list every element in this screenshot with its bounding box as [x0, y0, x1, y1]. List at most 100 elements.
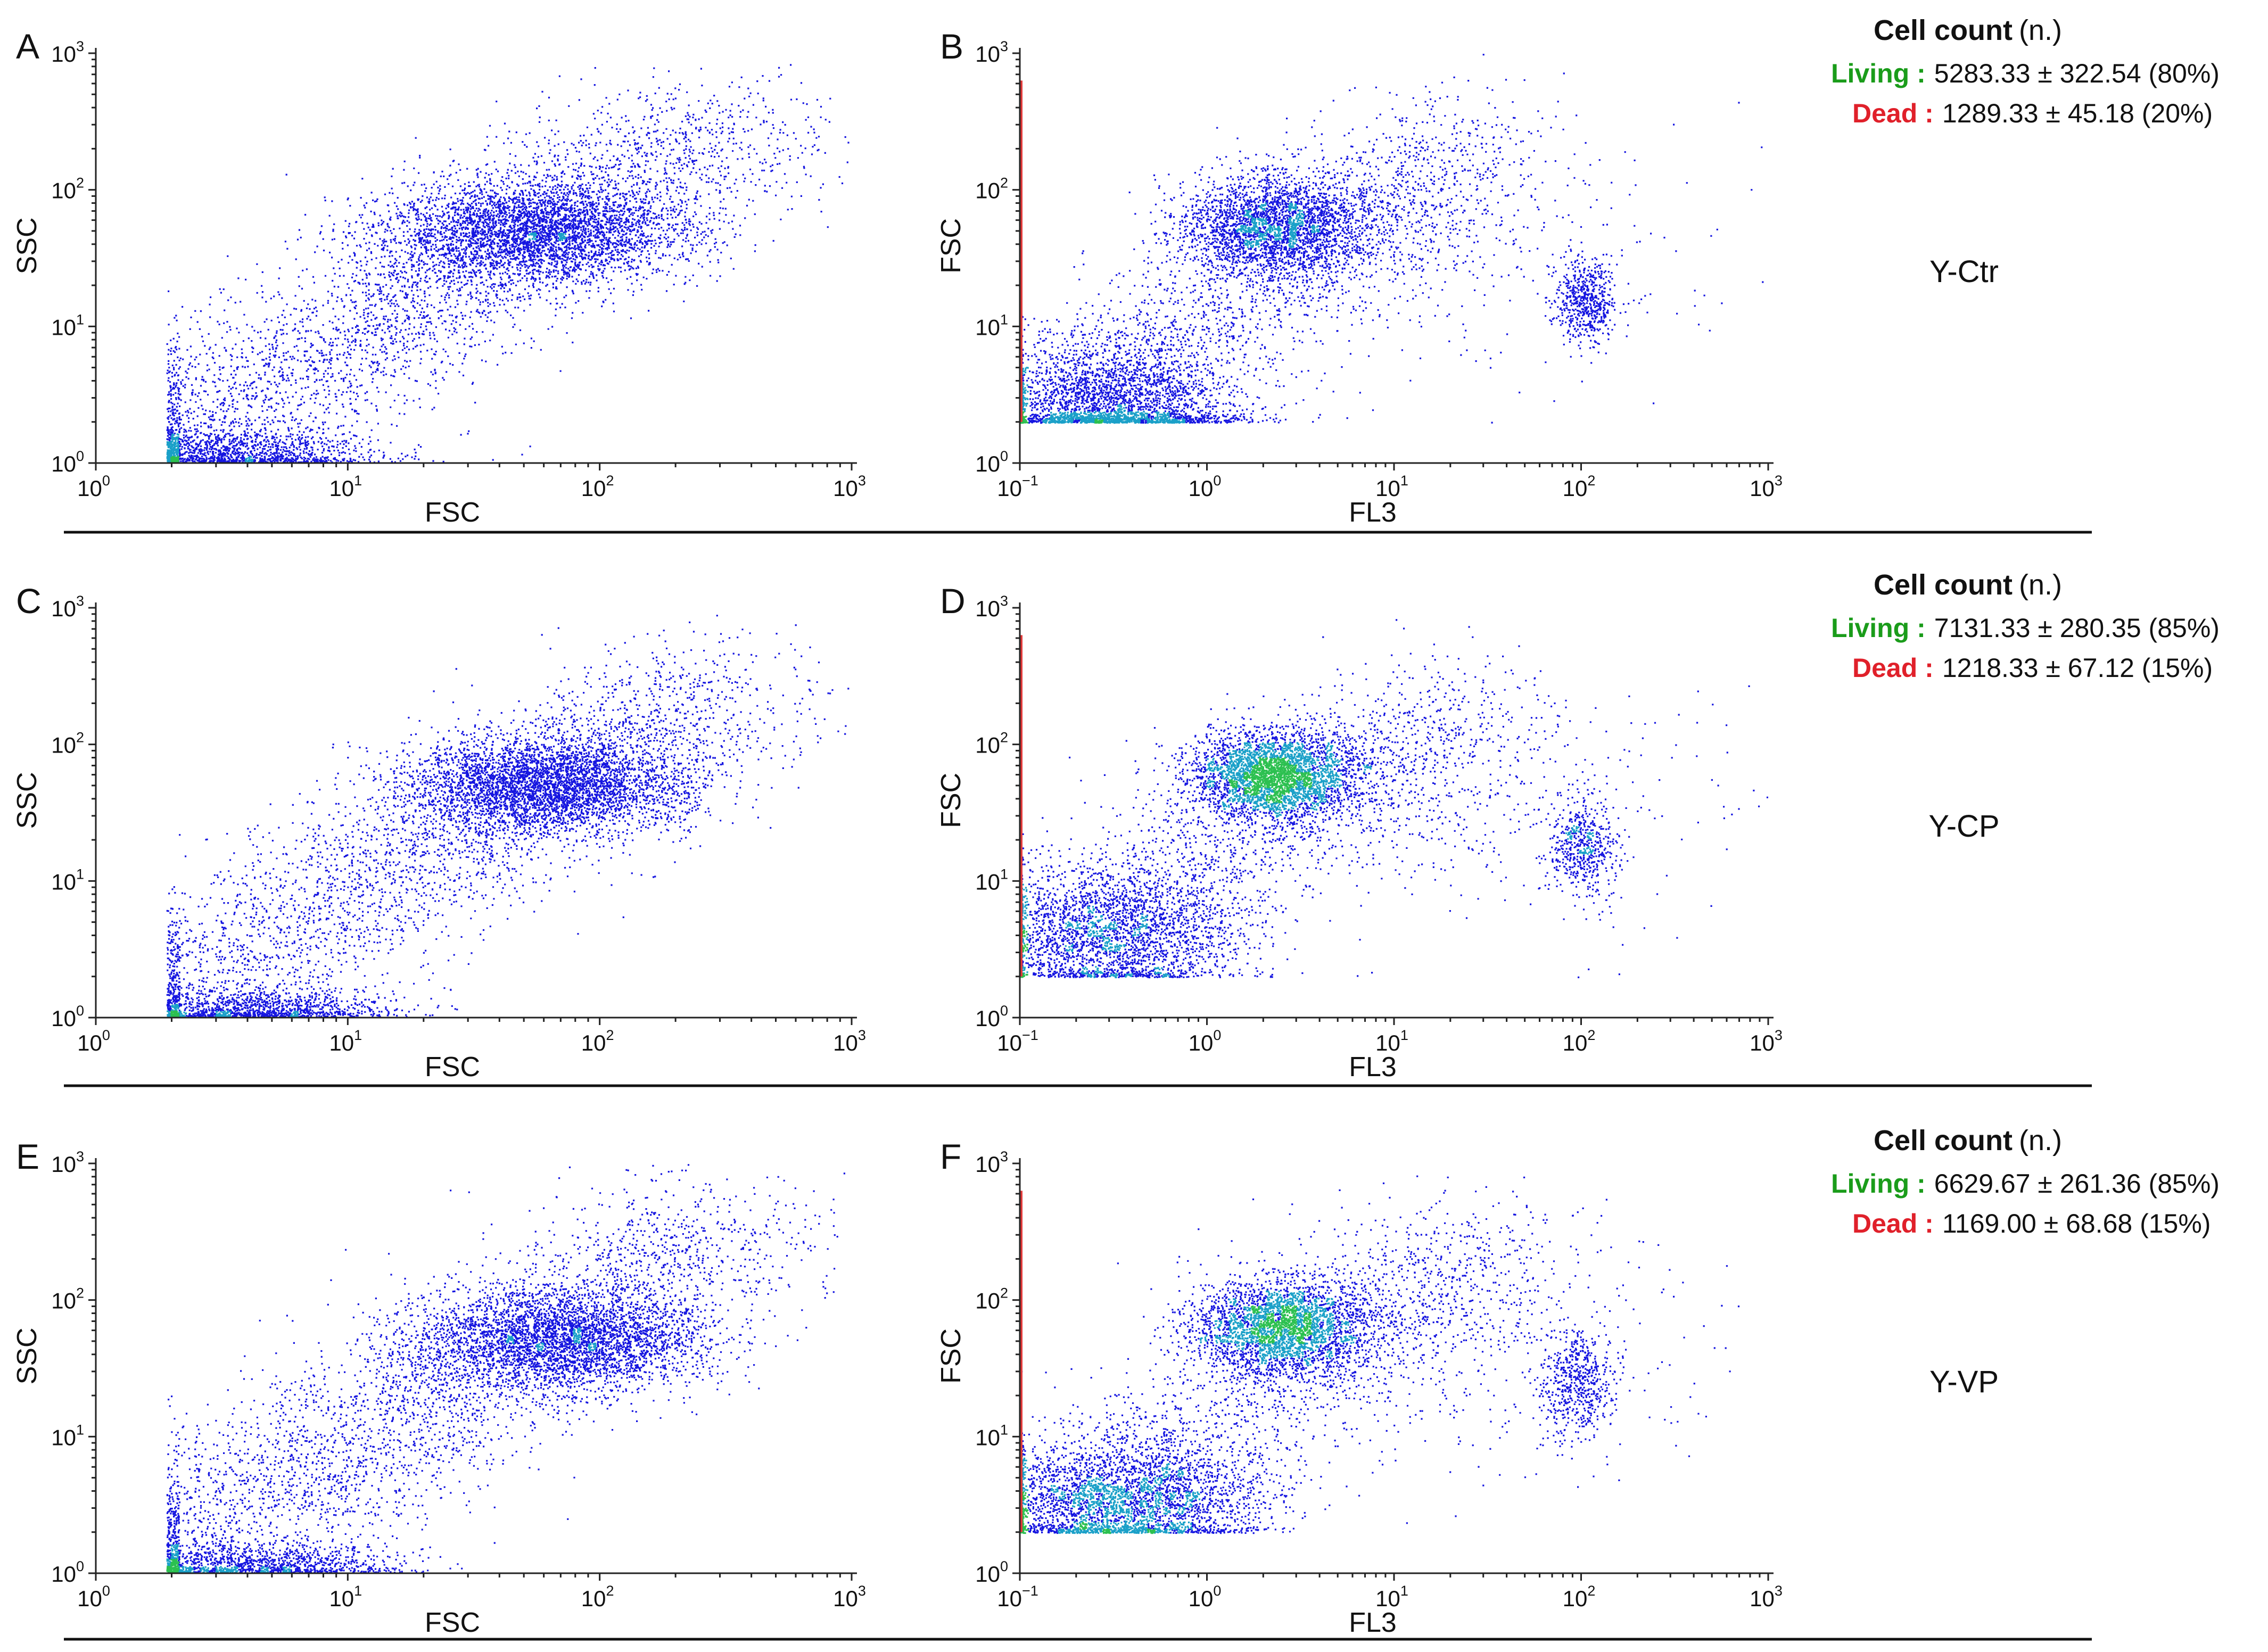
y-tick-label: 100	[975, 1003, 1008, 1031]
events-high-density	[1020, 411, 1104, 424]
x-tick-label: 103	[1750, 473, 1783, 501]
x-tick-label: 102	[581, 1583, 614, 1611]
x-tick-label: 103	[833, 473, 866, 501]
living-count-line: Living :7131.33 ± 280.35 (85%)	[1831, 613, 2220, 643]
panel-letter: E	[16, 1137, 39, 1176]
x-tick-label: 101	[329, 1583, 362, 1611]
y-tick-label: 103	[51, 1149, 84, 1177]
y-axis-title: FSC	[936, 218, 967, 274]
events-low-density	[1020, 619, 1768, 979]
events-low-density	[166, 1164, 845, 1573]
x-tick-label: 101	[1375, 1027, 1408, 1055]
y-tick-label: 101	[975, 311, 1008, 340]
y-tick-label: 100	[51, 1003, 84, 1031]
y-tick-label: 102	[975, 175, 1008, 203]
dead-count-line: Dead :1169.00 ± 68.68 (15%)	[1852, 1209, 2211, 1238]
x-tick-label: 102	[1563, 1027, 1596, 1055]
y-tick-label: 101	[51, 866, 84, 894]
plot-panel-E: 100 101 102 103 100 101 102 103 FSC SSC E	[12, 1137, 866, 1638]
x-axis-title: FL3	[1349, 1607, 1397, 1638]
cell-count-heading: Cell count (n.)	[1874, 569, 2062, 601]
x-tick-label: 103	[833, 1583, 866, 1611]
events-low-density	[1020, 54, 1764, 424]
x-tick-label: 100	[77, 473, 110, 501]
cell-count-heading: Cell count (n.)	[1874, 14, 2062, 46]
x-axis-title: FL3	[1349, 497, 1397, 528]
cell-count-heading: Cell count (n.)	[1874, 1125, 2062, 1157]
x-tick-label: 100	[1189, 1027, 1222, 1055]
y-tick-label: 101	[975, 1422, 1008, 1450]
event-dots	[166, 1164, 845, 1573]
y-axis-title: FSC	[936, 1328, 967, 1384]
y-tick-label: 100	[51, 448, 84, 476]
y-axis-title: SSC	[12, 1327, 43, 1384]
events-low-density	[166, 64, 850, 463]
events-high-density	[170, 1010, 180, 1018]
event-dots	[1020, 1175, 1740, 1534]
event-dots	[1020, 54, 1764, 424]
cell-count-block: Cell count (n.) Living :5283.33 ± 322.54 (…	[1831, 14, 2220, 128]
x-tick-label: 101	[1375, 473, 1408, 501]
y-tick-label: 100	[975, 1558, 1008, 1587]
y-tick-label: 101	[975, 866, 1008, 894]
y-tick-label: 102	[975, 730, 1008, 758]
y-axis-title: SSC	[12, 217, 43, 274]
x-tick-label: 103	[1750, 1583, 1783, 1611]
y-axis-title: SSC	[12, 772, 43, 829]
plot-panel-A: 100 101 102 103 100 101 102 103 FSC SSC A	[12, 27, 866, 528]
y-tick-label: 103	[975, 593, 1008, 621]
x-tick-label: 100	[77, 1583, 110, 1611]
panel-letter: C	[16, 581, 42, 621]
panel-letter: F	[940, 1137, 961, 1176]
x-axis-title: FSC	[425, 1052, 480, 1083]
x-tick-label: 102	[1563, 473, 1596, 501]
y-tick-label: 103	[51, 38, 84, 67]
events-mid-density	[166, 232, 567, 463]
y-tick-label: 101	[51, 311, 84, 340]
x-axis-title: FSC	[425, 1607, 480, 1638]
y-tick-label: 102	[975, 1285, 1008, 1314]
y-tick-label: 102	[51, 175, 84, 203]
y-tick-label: 100	[975, 448, 1008, 476]
x-tick-label: 102	[1563, 1583, 1596, 1611]
x-tick-label: 10−1	[997, 1027, 1038, 1055]
x-tick-label: 101	[1375, 1583, 1408, 1611]
plot-panel-C: 100 101 102 103 100 101 102 103 FSC SSC C	[12, 581, 866, 1083]
events-high-density	[166, 1558, 179, 1573]
cell-count-block: Cell count (n.) Living :7131.33 ± 280.35 (…	[1831, 569, 2220, 683]
x-tick-label: 102	[581, 473, 614, 501]
y-axis-title: FSC	[936, 773, 967, 828]
x-tick-label: 103	[1750, 1027, 1783, 1055]
x-tick-label: 103	[833, 1027, 866, 1055]
y-tick-label: 103	[51, 593, 84, 621]
panel-letter: A	[16, 27, 39, 66]
x-axis-title: FSC	[425, 497, 480, 528]
cell-count-block: Cell count (n.) Living :6629.67 ± 261.36 (…	[1831, 1125, 2220, 1238]
living-count-line: Living :5283.33 ± 322.54 (80%)	[1831, 59, 2220, 88]
x-tick-label: 10−1	[997, 473, 1038, 501]
panel-letter: D	[940, 581, 966, 621]
x-tick-label: 100	[77, 1027, 110, 1055]
dead-count-line: Dead :1289.33 ± 45.18 (20%)	[1852, 98, 2213, 128]
events-high-density	[170, 456, 180, 463]
x-axis-title: FL3	[1349, 1052, 1397, 1083]
x-tick-label: 10−1	[997, 1583, 1038, 1611]
event-dots	[166, 615, 850, 1018]
x-tick-label: 102	[581, 1027, 614, 1055]
events-high-density	[1020, 1305, 1312, 1534]
x-tick-label: 100	[1189, 1583, 1222, 1611]
sample-label: Y-Ctr	[1929, 254, 1999, 289]
sample-label: Y-VP	[1929, 1365, 1999, 1399]
y-tick-label: 103	[975, 38, 1008, 67]
x-tick-label: 101	[329, 1027, 362, 1055]
events-mid-density	[1020, 1290, 1357, 1534]
dead-count-line: Dead :1218.33 ± 67.12 (15%)	[1852, 653, 2213, 683]
y-tick-label: 101	[51, 1422, 84, 1450]
events-low-density	[166, 615, 850, 1018]
events-mid-density	[167, 1004, 299, 1018]
y-tick-label: 102	[51, 730, 84, 758]
panel-letter: B	[940, 27, 963, 66]
